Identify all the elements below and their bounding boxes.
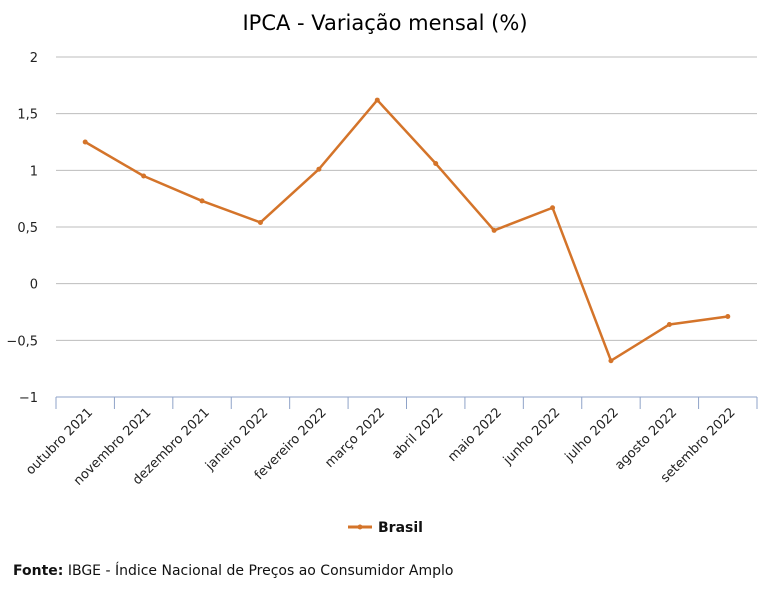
data-point: [550, 205, 556, 211]
y-tick-label: 0,5: [17, 221, 38, 236]
data-point: [433, 161, 439, 167]
x-tick-label: março 2022: [322, 405, 388, 471]
gridlines: [56, 56, 757, 341]
data-point: [491, 227, 497, 233]
x-tick-label: julho 2022: [562, 405, 622, 465]
x-tick-label: junho 2022: [500, 405, 563, 468]
source-text: IBGE - Índice Nacional de Preços ao Cons…: [63, 563, 454, 579]
x-tick-label: maio 2022: [445, 405, 505, 465]
y-tick-label: 1,5: [17, 108, 38, 123]
data-point: [199, 198, 205, 204]
chart-title: IPCA - Variação mensal (%): [242, 11, 527, 35]
legend-label-brasil: Brasil: [378, 520, 423, 536]
y-tick-label: 1: [30, 164, 38, 179]
source-label: Fonte:: [13, 563, 64, 579]
x-axis: [55, 396, 758, 409]
source-note: Fonte: IBGE - Índice Nacional de Preços …: [13, 563, 453, 579]
y-tick-label: 2: [30, 51, 38, 66]
y-tick-label: −1: [19, 391, 38, 406]
data-point: [725, 314, 731, 320]
y-axis-ticks: 2 1,5 1 0,5 0 −0,5 −1: [6, 51, 38, 406]
x-tick-label: abril 2022: [389, 405, 446, 462]
data-point: [316, 166, 322, 172]
data-point: [374, 97, 380, 103]
y-tick-label: 0: [30, 278, 38, 293]
data-point: [141, 173, 147, 179]
legend-point-marker: [357, 524, 363, 530]
data-point: [608, 358, 614, 364]
series-line: [84, 98, 728, 362]
data-point: [257, 219, 263, 225]
series-brasil: [82, 97, 731, 364]
y-tick-label: −0,5: [6, 334, 38, 349]
data-point: [82, 139, 88, 145]
data-point: [666, 321, 672, 327]
legend: Brasil: [348, 520, 423, 536]
